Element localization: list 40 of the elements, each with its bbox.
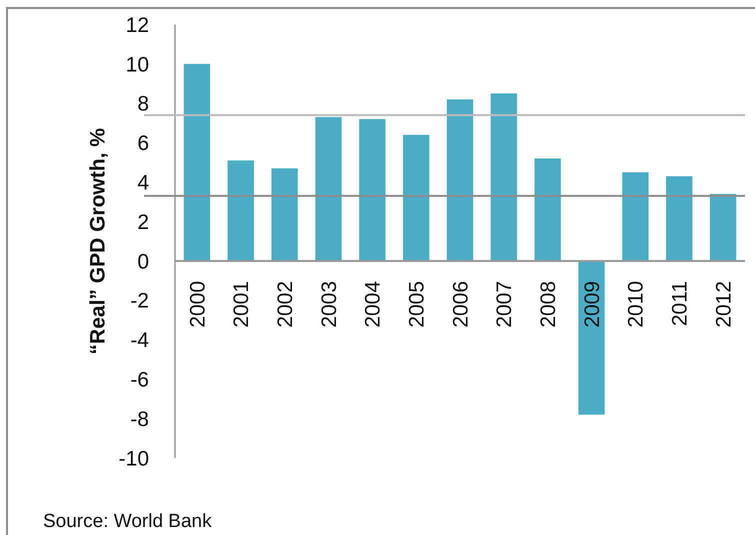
- x-tick-label: 2009: [580, 280, 604, 328]
- y-tick-label: -2: [130, 290, 149, 313]
- x-tick-label: 2006: [449, 280, 472, 328]
- source-note: Source: World Bank: [43, 511, 212, 532]
- x-tick-label: 2004: [362, 280, 385, 328]
- bar: [446, 99, 474, 261]
- bar: [666, 176, 692, 261]
- x-tick-label: 2000: [186, 280, 210, 328]
- y-tick-label: 6: [137, 132, 149, 156]
- bar: [490, 93, 517, 261]
- y-tick-label: 0: [137, 250, 149, 274]
- bar: [315, 117, 342, 261]
- y-tick-label: -6: [130, 368, 149, 392]
- x-tick-label: 2012: [712, 280, 736, 328]
- y-tick-label: 8: [137, 92, 149, 116]
- y-tick-label: -10: [118, 447, 149, 470]
- y-tick-label: -8: [130, 408, 149, 431]
- bar: [359, 119, 386, 261]
- bar: [184, 64, 210, 261]
- bar: [534, 158, 561, 261]
- bar: [710, 194, 736, 261]
- x-tick-label: 2008: [537, 280, 560, 328]
- x-tick-label: 2001: [230, 280, 254, 328]
- bar: [271, 168, 298, 261]
- x-tick-label: 2011: [668, 280, 692, 326]
- x-tick-label: 2007: [493, 280, 516, 328]
- x-tick-label: 2002: [274, 280, 297, 328]
- bar: [578, 260, 605, 415]
- bar: [228, 160, 254, 261]
- x-tick-label: 2010: [624, 280, 648, 328]
- y-tick-label: -4: [130, 329, 150, 352]
- y-tick-label: 2: [137, 210, 149, 234]
- y-tick-label: 4: [137, 171, 150, 194]
- y-axis-title: “Real” GPD Growth, %: [86, 128, 110, 354]
- y-tick-label: 12: [126, 14, 149, 37]
- x-tick-label: 2003: [318, 280, 341, 328]
- bar: [403, 134, 430, 261]
- bar: [622, 172, 649, 261]
- y-tick-label: 10: [126, 53, 149, 76]
- x-tick-label: 2005: [406, 280, 429, 328]
